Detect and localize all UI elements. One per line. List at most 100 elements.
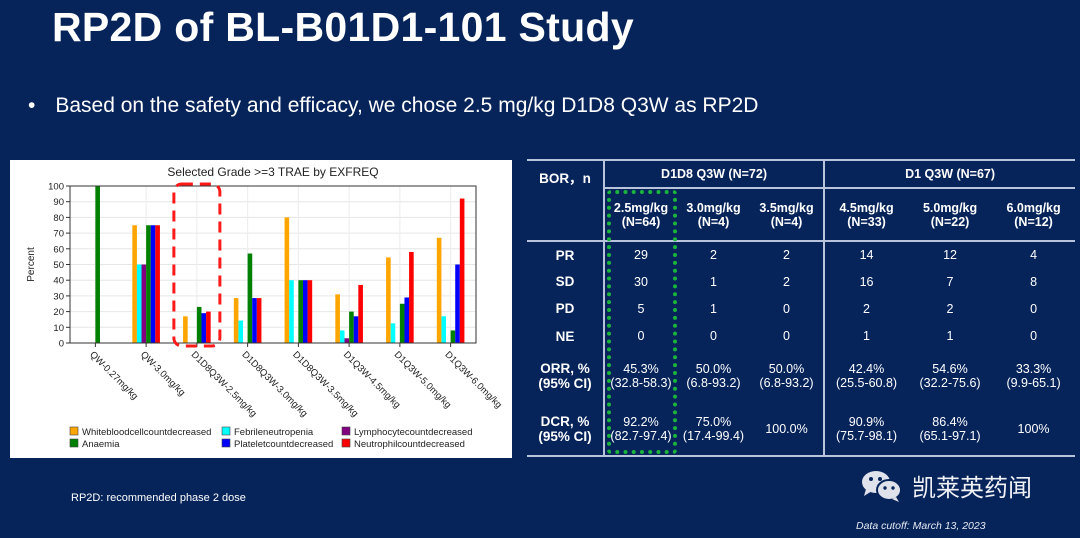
bar-neutrophilcountdecreased-2: [206, 311, 211, 343]
cell-ci: (9.9-65.1): [1006, 376, 1061, 390]
bar-plateletcountdecreased-4: [302, 280, 308, 343]
row-header: DCR, % (95% CI): [527, 402, 604, 456]
cell-ci: (32.2-75.6): [919, 376, 981, 390]
table-cell: 2: [750, 240, 825, 268]
y-tick-label: 20: [53, 307, 64, 318]
bar-whitebloodcellcountdecreased-7: [436, 237, 442, 343]
bar-anaemia-0: [95, 186, 100, 343]
table-cell: 2: [750, 268, 824, 295]
x-tick-label: QW-3.0mg/kg: [138, 349, 187, 398]
n-label: (N=64): [621, 214, 661, 229]
table-row-dcr: DCR, % (95% CI) 92.2% (82.7-97.4) 75.0% (17.4…: [527, 402, 1076, 456]
row-label: ORR, %: [540, 361, 590, 376]
slide-title: RP2D of BL-B01D1-101 Study: [52, 4, 634, 50]
legend-label: Neutrophilcountdecreased: [354, 439, 465, 450]
bar-anaemia-2: [196, 306, 202, 343]
cell-value: 0: [1030, 329, 1038, 343]
y-tick-label: 80: [53, 213, 64, 224]
table-cell: 50.0% (6.8-93.2): [750, 350, 824, 402]
bar-anaemia-7: [450, 330, 456, 343]
cell-value: 86.4%: [932, 414, 968, 429]
table-row-ne: NE 0 0 0 1 1 0: [527, 322, 1075, 350]
cell-value: 5: [637, 301, 645, 316]
x-tick-label: QW-0.27mg/kg: [87, 349, 140, 402]
table-cell: 30: [603, 268, 677, 295]
row-label: SD: [555, 274, 575, 289]
bar-whitebloodcellcountdecreased-1: [132, 225, 137, 343]
table-cell: 16: [823, 268, 909, 295]
legend-label: Plateletcountdecreased: [234, 439, 333, 450]
table-cell: 100.0%: [750, 402, 824, 456]
legend-label: Lymphocytecountdecreased: [354, 427, 472, 438]
footnote: RP2D: recommended phase 2 dose: [71, 492, 246, 504]
cell-value: 14: [859, 248, 874, 262]
table-row-orr: ORR, % (95% CI) 45.3% (32.8-58.3) 50.0% (6.8-…: [527, 350, 1075, 402]
cell-value: 2: [783, 274, 790, 289]
dose-header-4: 5.0mg/kg (N=22): [908, 187, 993, 241]
dose-label: 3.0mg/kg: [686, 200, 741, 215]
cell-value: 8: [1030, 274, 1038, 289]
table-cell: 54.6% (32.2-75.6): [908, 350, 992, 402]
cell-ci: (32.8-58.3): [610, 376, 672, 390]
cell-value: 29: [634, 248, 648, 262]
cell-value: 50.0%: [695, 362, 732, 376]
dose-label: 6.0mg/kg: [1006, 200, 1061, 215]
efficacy-table: BOR，n D1D8 Q3W (N=72) D1 Q3W (N=67) 2.5mg/k…: [527, 159, 1076, 457]
table-cell: 33.3% (9.9-65.1): [992, 350, 1075, 402]
cell-ci: (17.4-99.4): [682, 428, 745, 443]
y-tick-label: 70: [53, 229, 64, 240]
bullet-text: Based on the safety and efficacy, we cho…: [55, 94, 759, 117]
n-label: (N=4): [697, 214, 730, 229]
legend-swatch: [69, 426, 79, 436]
bar-febrileneutropenia-6: [390, 323, 396, 343]
y-tick-label: 50: [53, 260, 64, 271]
dose-header-row: 2.5mg/kg (N=64) 3.0mg/kg (N=4) 3.5mg/kg (N=4)…: [527, 187, 1076, 241]
table-cell: 8: [992, 268, 1075, 295]
bar-anaemia-4: [298, 280, 303, 343]
brand-name: 凯莱英药闻: [912, 475, 1032, 502]
table-cell: 29: [603, 240, 677, 268]
cell-value: 4: [1030, 248, 1038, 262]
cell-value: 16: [859, 274, 874, 289]
data-cutoff: Data cutoff: March 13, 2023: [856, 520, 986, 532]
table-cell: 92.2% (82.7-97.4): [603, 402, 677, 456]
n-label: (N=33): [847, 214, 886, 229]
table-row-pd: PD 5 1 0 2 2 0: [527, 295, 1075, 322]
cell-value: 2: [863, 301, 870, 316]
dose-header-3: 4.5mg/kg (N=33): [823, 187, 909, 241]
bar-febrileneutropenia-5: [339, 330, 345, 343]
bar-febrileneutropenia-1: [136, 264, 142, 343]
cell-value: 0: [783, 329, 790, 343]
bar-whitebloodcellcountdecreased-6: [386, 257, 391, 343]
plot-frame: [69, 185, 477, 344]
bar-neutrophilcountdecreased-3: [256, 298, 262, 343]
cell-value: 90.9%: [848, 414, 885, 429]
row-header: NE: [527, 322, 604, 350]
y-tick-label: 10: [53, 323, 64, 334]
table-cell: 0: [677, 322, 750, 350]
trae-chart: Selected Grade >=3 TRAE by EXFREQ Percent…: [10, 160, 512, 458]
table-row-pr: PR 29 2 2 14 12 4: [527, 240, 1076, 268]
chart-title: Selected Grade >=3 TRAE by EXFREQ: [167, 165, 378, 179]
cell-value: 75.0%: [695, 414, 732, 429]
group-header-row: BOR，n D1D8 Q3W (N=72) D1 Q3W (N=67): [527, 160, 1076, 188]
cell-value: 2: [946, 301, 954, 316]
trae-chart-svg: Selected Grade >=3 TRAE by EXFREQ Percent…: [26, 165, 504, 450]
cell-value: 7: [946, 274, 954, 289]
legend-label: Anaemia: [82, 439, 120, 450]
row-header: ORR, % (95% CI): [527, 350, 604, 402]
group-label: D1 Q3W (N=67): [905, 167, 996, 181]
cell-value: 0: [783, 301, 790, 316]
cell-ci: (6.8-93.2): [759, 376, 814, 390]
row-label-ci: (95% CI): [538, 376, 592, 391]
highlight-box-red: [172, 182, 222, 348]
table-cell: 0: [603, 322, 677, 350]
legend-swatch: [341, 438, 351, 448]
legend-swatch: [341, 426, 351, 436]
table-cell: 0: [750, 322, 824, 350]
table-cell: 1: [908, 322, 992, 350]
cell-value: 45.3%: [623, 362, 659, 376]
table-cell: 90.9% (75.7-98.1): [823, 402, 909, 456]
legend-swatch: [69, 438, 79, 448]
corner-label: BOR，n: [539, 171, 591, 186]
